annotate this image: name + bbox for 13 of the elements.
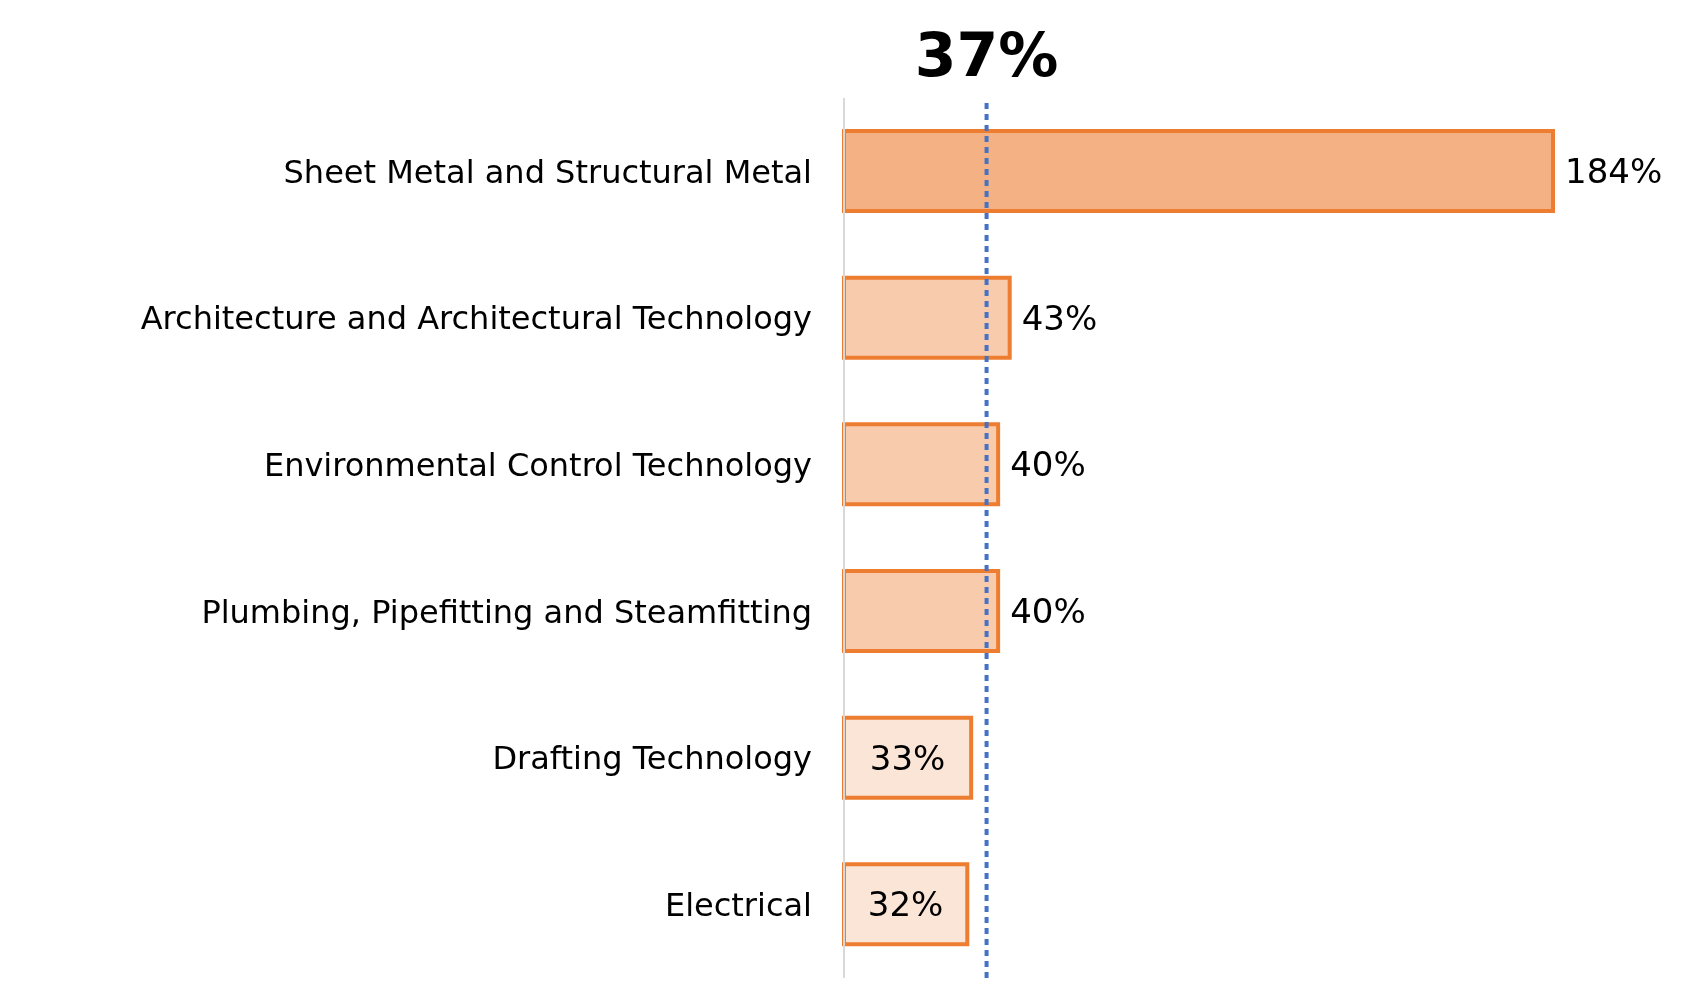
data-label: 32% (867, 884, 944, 925)
y-tick-label: Architecture and Architectural Technology (140, 299, 812, 338)
y-tick-label: Electrical (664, 886, 812, 925)
y-tick-label: Drafting Technology (492, 739, 812, 778)
y-tick-label: Plumbing, Pipefitting and Steamfitting (201, 592, 812, 631)
data-label: 40% (1010, 444, 1086, 485)
ref-line-label: 37% (914, 20, 1059, 90)
data-label: 43% (1021, 297, 1098, 338)
data-label: 184% (1565, 150, 1663, 191)
data-label: 33% (869, 737, 946, 778)
y-tick-label: Sheet Metal and Structural Metal (283, 152, 812, 191)
y-tick-label: Environmental Control Technology (263, 446, 812, 485)
data-label: 40% (1010, 590, 1086, 631)
